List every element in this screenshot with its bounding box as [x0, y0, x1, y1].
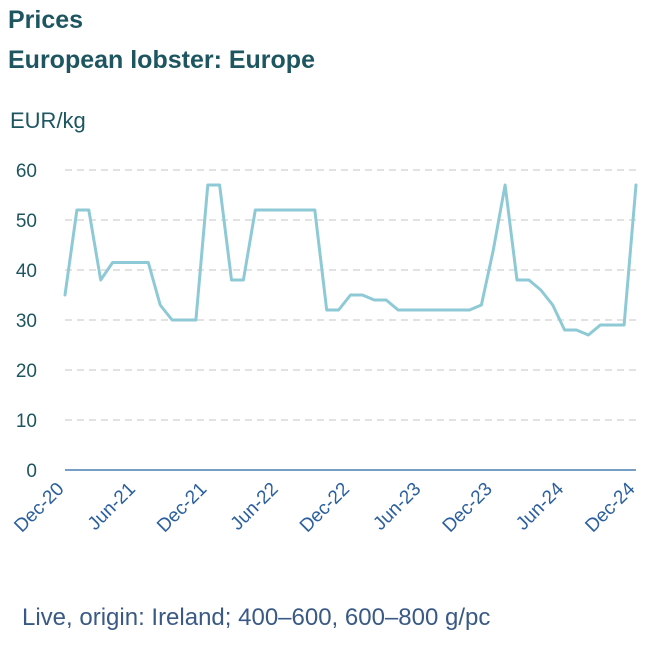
x-tick-label: Jun-22 — [227, 479, 283, 535]
y-tick-label: 0 — [26, 461, 37, 482]
x-tick-label: Dec-24 — [581, 478, 639, 536]
y-tick-label: 60 — [16, 161, 37, 182]
x-tick-label: Jun-23 — [369, 479, 425, 535]
x-tick-label: Dec-23 — [439, 479, 497, 537]
y-tick-label: 50 — [16, 211, 37, 232]
x-tick-label: Dec-21 — [153, 479, 211, 537]
y-tick-label: 30 — [16, 311, 37, 332]
y-tick-label: 40 — [16, 261, 37, 282]
chart-title: Prices — [8, 6, 84, 34]
x-tick-label: Jun-24 — [512, 478, 568, 534]
y-tick-label: 10 — [16, 411, 37, 432]
price-series-line — [63, 183, 638, 337]
y-axis-unit: EUR/kg — [10, 108, 86, 133]
x-tick-label: Jun-21 — [84, 479, 140, 535]
x-tick-label: Dec-20 — [10, 479, 68, 537]
footnote: Live, origin: Ireland; 400–600, 600–800 … — [22, 604, 491, 631]
chart-subtitle: European lobster: Europe — [8, 46, 315, 74]
x-tick-label: Dec-22 — [296, 479, 354, 537]
y-tick-label: 20 — [16, 361, 37, 382]
